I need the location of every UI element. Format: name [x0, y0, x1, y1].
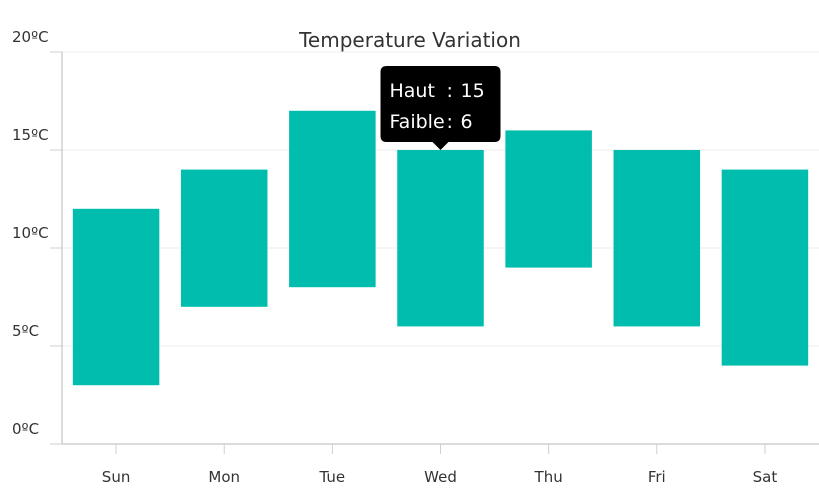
tooltip-value: 6: [461, 111, 473, 133]
chart-title: Temperature Variation: [298, 28, 521, 52]
bar-thu[interactable]: [505, 130, 592, 268]
tooltip-label: Faible: [390, 111, 445, 133]
tooltip-separator: :: [447, 80, 453, 102]
x-tick-label: Thu: [534, 468, 563, 486]
x-tick-label: Sat: [753, 468, 778, 486]
x-axis-labels: Sun Mon Tue Wed Thu Fri Sat: [102, 468, 778, 486]
y-tick-label: 10ºC: [12, 224, 49, 242]
bar-tue[interactable]: [289, 110, 376, 288]
bar-fri[interactable]: [613, 150, 701, 327]
x-tick-label: Mon: [208, 468, 240, 486]
y-tick-label: 20ºC: [12, 28, 49, 46]
tooltip-separator: :: [447, 111, 453, 133]
tooltip-label: Haut: [390, 80, 435, 102]
x-tick-label: Tue: [319, 468, 346, 486]
bar-sat[interactable]: [721, 169, 809, 366]
tooltip-value: 15: [461, 80, 485, 102]
x-tick-label: Wed: [424, 468, 457, 486]
y-tick-label: 0ºC: [12, 420, 39, 438]
y-tick-label: 15ºC: [12, 126, 49, 144]
bars: [72, 110, 809, 386]
tooltip: Haut:15 Faible:6: [380, 66, 501, 150]
y-tick-label: 5ºC: [12, 322, 39, 340]
x-tick-label: Fri: [648, 468, 666, 486]
bar-wed[interactable]: [397, 150, 484, 327]
x-tick-label: Sun: [102, 468, 131, 486]
y-axis-labels: 0ºC 5ºC 10ºC 15ºC 20ºC: [12, 28, 49, 438]
bar-mon[interactable]: [180, 169, 268, 307]
bar-sun[interactable]: [72, 208, 160, 386]
axes: [61, 52, 819, 454]
tooltip-box: [380, 66, 501, 150]
